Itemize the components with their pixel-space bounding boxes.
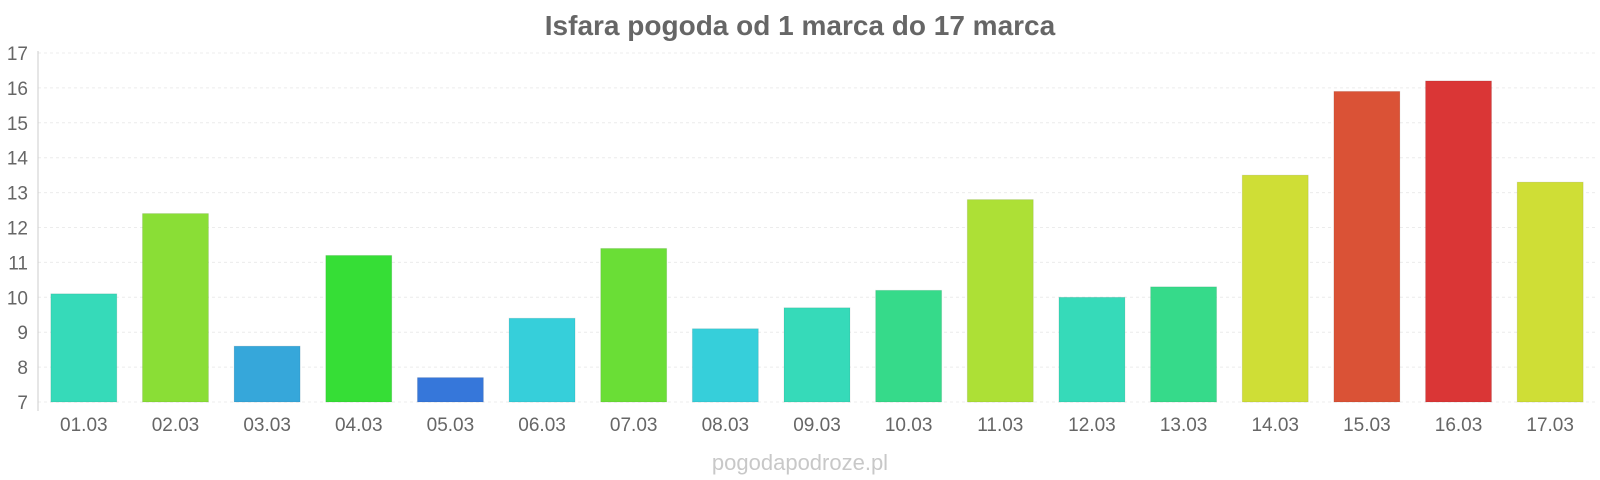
y-tick-label: 15: [7, 114, 28, 135]
x-tick-label: 16.03: [1435, 415, 1483, 436]
x-tick-label: 03.03: [243, 415, 291, 436]
y-tick-label: 17: [7, 44, 28, 65]
x-tick-label: 12.03: [1068, 415, 1116, 436]
bars: [50, 80, 1584, 403]
x-tick-label: 15.03: [1343, 415, 1391, 436]
bar: [416, 377, 484, 403]
y-tick-label: 12: [7, 219, 28, 240]
x-tick-label: 08.03: [702, 415, 750, 436]
bar: [691, 328, 759, 403]
x-tick-label: 04.03: [335, 415, 383, 436]
bar: [1241, 174, 1309, 403]
x-tick-label: 10.03: [885, 415, 933, 436]
bar: [1425, 80, 1493, 403]
bar: [1150, 286, 1218, 403]
bar: [1333, 90, 1401, 403]
x-tick-label: 13.03: [1160, 415, 1208, 436]
x-tick-label: 02.03: [152, 415, 200, 436]
y-tick-label: 13: [7, 184, 28, 205]
x-tick-label: 05.03: [427, 415, 475, 436]
y-tick-label: 9: [17, 323, 28, 344]
chart-title: Isfara pogoda od 1 marca do 17 marca: [544, 10, 1056, 41]
y-tick-label: 14: [7, 149, 29, 170]
y-tick-label: 7: [17, 393, 28, 414]
bar: [141, 213, 209, 403]
bar: [875, 289, 943, 403]
y-tick-label: 11: [8, 253, 28, 274]
x-tick-label: 09.03: [793, 415, 841, 436]
x-tick-label: 01.03: [60, 415, 108, 436]
x-tick-label: 17.03: [1526, 415, 1574, 436]
bar: [508, 317, 576, 403]
y-tick-label: 8: [17, 358, 28, 379]
bar: [966, 199, 1034, 403]
bar: [1058, 296, 1126, 403]
x-tick-label: 06.03: [518, 415, 566, 436]
watermark: pogodapodroze.pl: [711, 450, 889, 475]
y-tick-label: 10: [7, 288, 28, 309]
x-tick-labels: 01.03 02.03 03.03 04.03 05.03 06.03 07.03 08.03…: [60, 415, 1574, 436]
bar: [1516, 181, 1584, 403]
bar: [600, 247, 668, 403]
y-tick-labels: 7 8 9 10 11 12 13 14 15 16 17: [7, 44, 29, 414]
x-tick-label: 07.03: [610, 415, 658, 436]
bar: [783, 307, 851, 403]
bar: [50, 293, 118, 403]
bar: [325, 254, 393, 403]
y-tick-label: 16: [7, 79, 28, 100]
x-tick-label: 14.03: [1251, 415, 1299, 436]
bar: [233, 345, 301, 403]
x-tick-label: 11.03: [977, 415, 1023, 436]
